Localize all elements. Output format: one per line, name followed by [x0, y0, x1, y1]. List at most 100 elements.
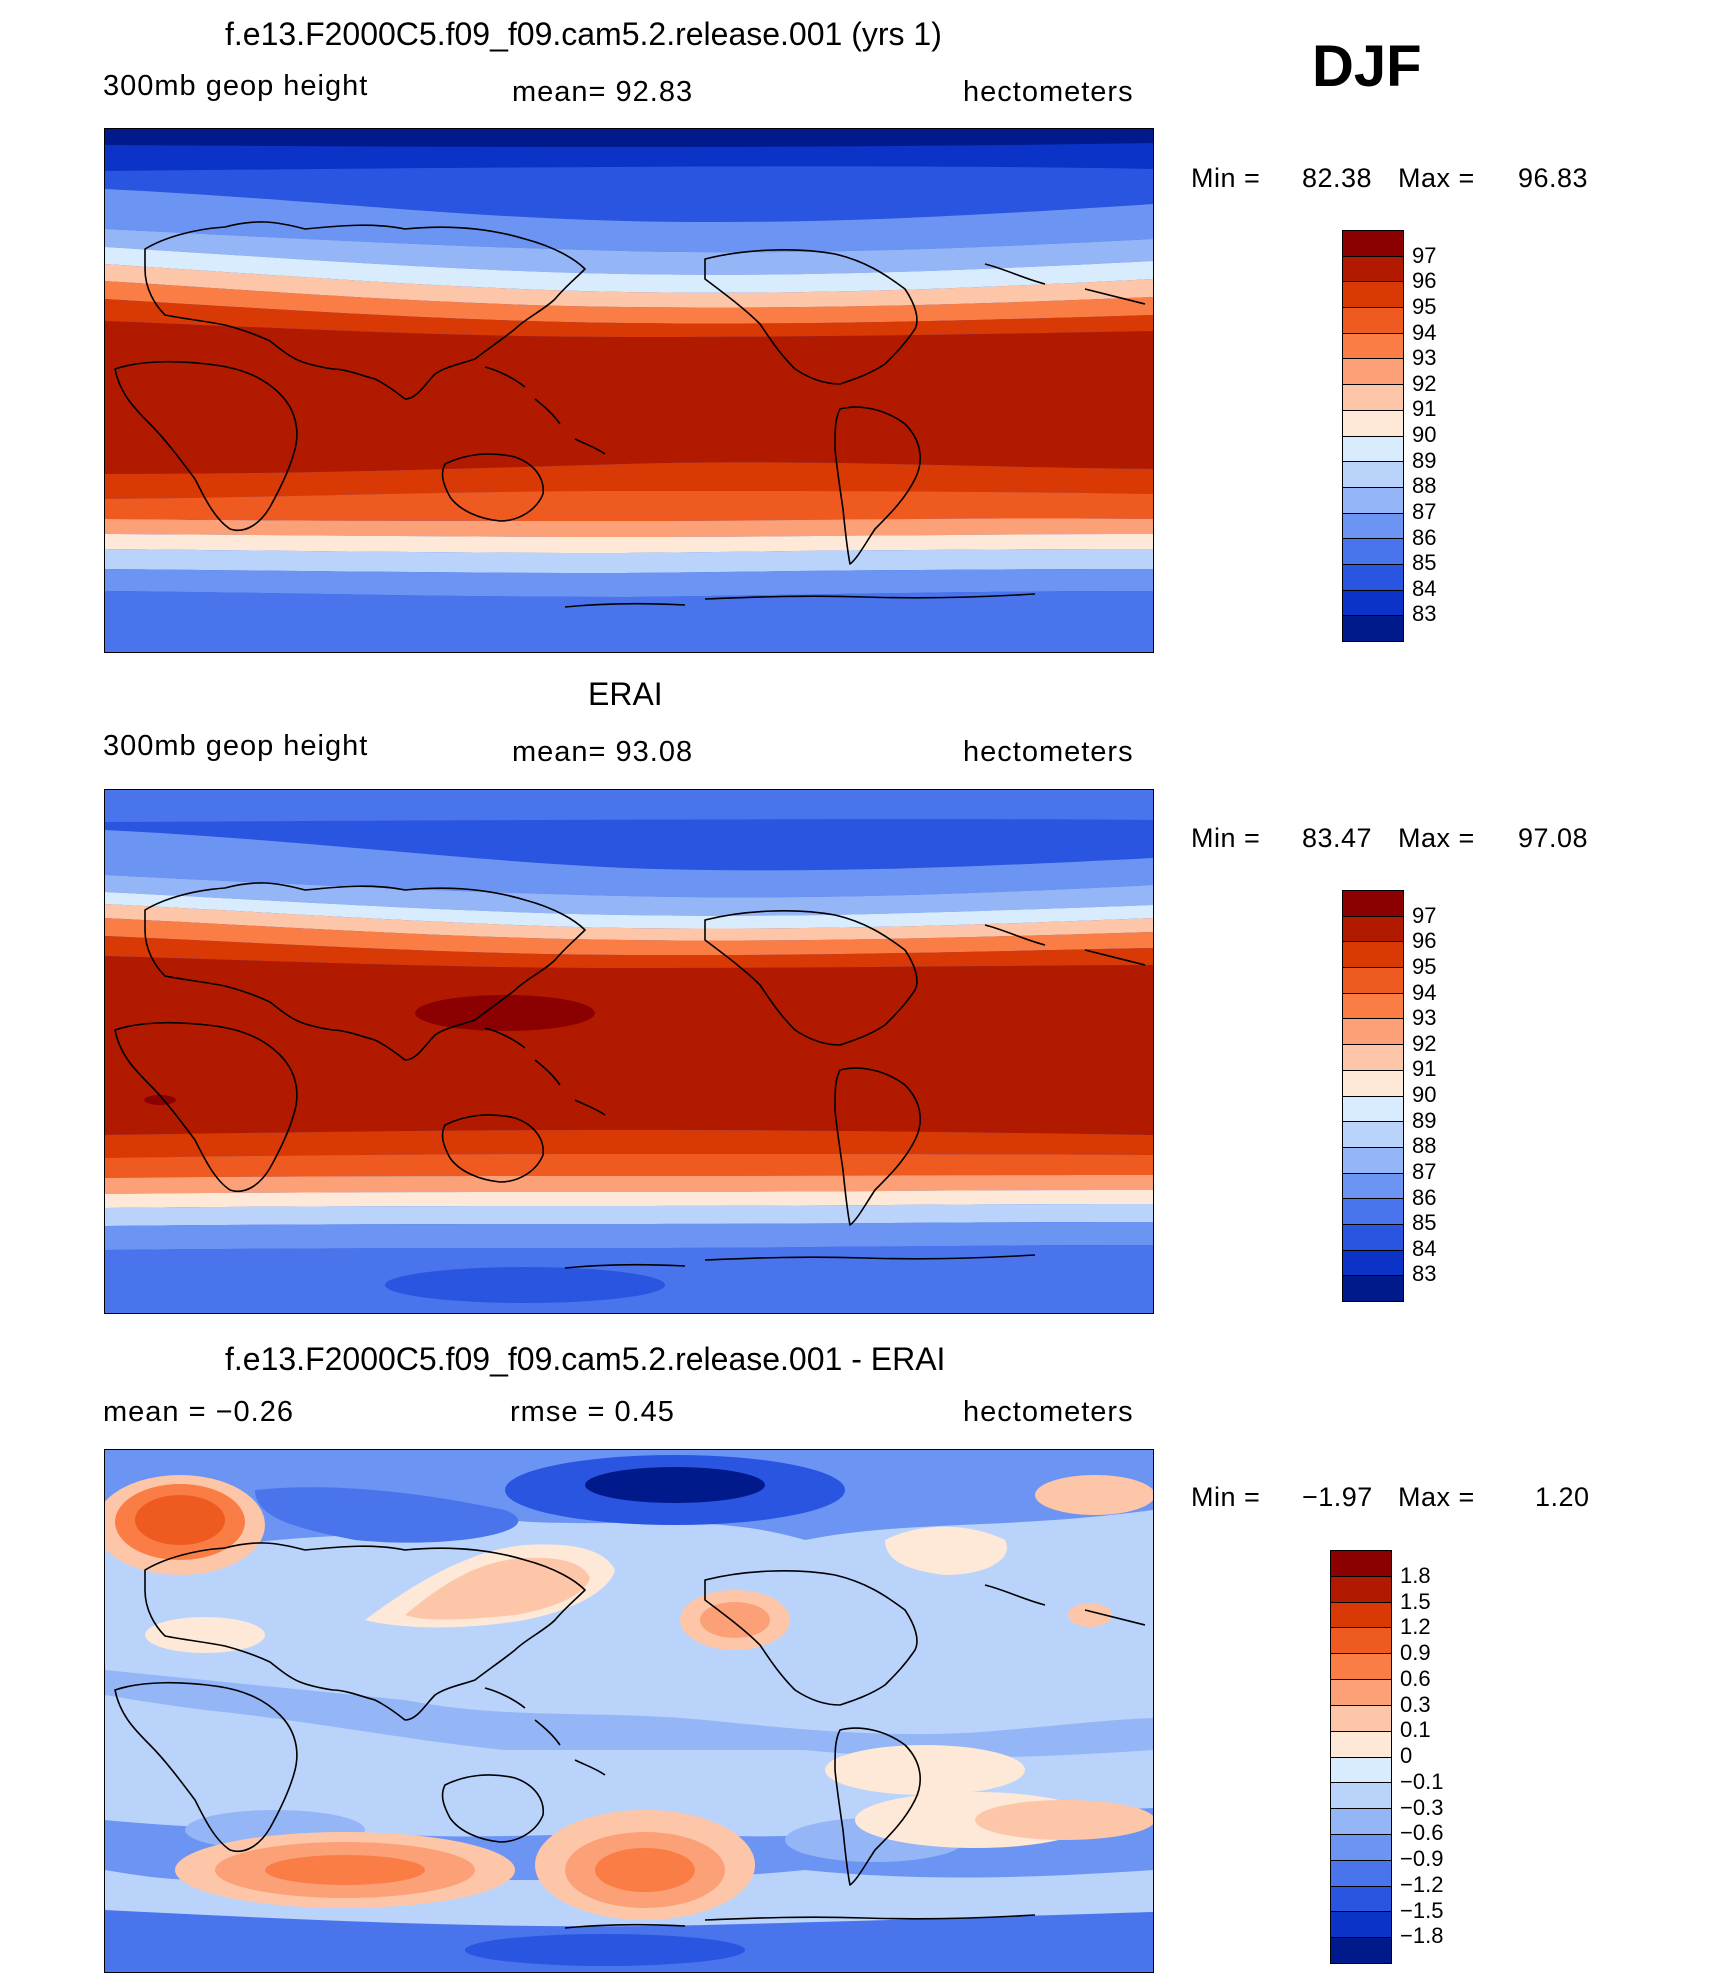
panel-obs-colorbar-swatch [1343, 1070, 1403, 1097]
panel-model-colorbar-label: 86 [1412, 524, 1437, 550]
panel-obs-colorbar-label: 89 [1412, 1107, 1437, 1133]
panel-model-coastlines [114, 221, 1146, 608]
panel-model-colorbar-swatch [1343, 564, 1403, 591]
panel-model-max-label: Max = [1398, 163, 1475, 193]
panel-diff-rmse-label: rmse = 0.45 [510, 1396, 675, 1428]
panel-diff-min-value: −1.97 [1302, 1482, 1373, 1512]
panel-obs-colorbar-swatch [1343, 1096, 1403, 1123]
panel-diff-colorbar-label: 1.5 [1400, 1588, 1431, 1614]
panel-obs-coastlines [114, 882, 1146, 1269]
panel-obs-contour-bands [105, 790, 1153, 1313]
panel-diff-coastlines [114, 1542, 1146, 1929]
panel-model-colorbar-label: 96 [1412, 268, 1437, 294]
panel-obs-colorbar-label: 83 [1412, 1261, 1437, 1287]
panel-model-colorbar-label: 93 [1412, 345, 1437, 371]
panel-diff-mean-label: mean = −0.26 [103, 1396, 294, 1428]
panel-model-colorbar-swatch [1343, 616, 1403, 641]
panel-model-colorbar-label: 94 [1412, 319, 1437, 345]
panel-model-colorbar-swatch [1343, 539, 1403, 565]
panel-diff-colorbar-label: −0.1 [1400, 1768, 1444, 1794]
panel-diff-colorbar-label: −1.2 [1400, 1871, 1444, 1897]
panel-model-colorbar-label: 83 [1412, 601, 1437, 627]
panel-diff-colorbar-swatch [1331, 1705, 1391, 1732]
season-label: DJF [1312, 34, 1422, 99]
panel-obs-colorbar-label: 96 [1412, 928, 1437, 954]
panel-obs-min-value: 83.47 [1302, 823, 1373, 853]
panel-model-colorbar-swatch [1343, 282, 1403, 309]
panel-diff-colorbar-label: −1.8 [1400, 1923, 1444, 1949]
panel-obs-colorbar-swatch [1343, 1250, 1403, 1277]
panel-diff-min-label: Min = [1191, 1482, 1261, 1512]
panel-obs-colorbar-label: 87 [1412, 1158, 1437, 1184]
panel-model-colorbar-swatch [1343, 308, 1403, 334]
panel-diff-max-value: 1.20 [1535, 1482, 1590, 1512]
panel-obs-variable-label: 300mb geop height [103, 730, 369, 762]
panel-diff-colorbar-label: 0.1 [1400, 1717, 1431, 1743]
panel-model-colorbar-label: 90 [1412, 422, 1437, 447]
panel-model-colorbar-label: 95 [1412, 293, 1437, 319]
panel-obs-colorbar [1342, 890, 1404, 1302]
panel-model-colorbar [1342, 230, 1404, 642]
panel-obs-colorbar-swatch [1343, 1045, 1403, 1071]
panel-model-max-value: 96.83 [1518, 163, 1589, 193]
panel-obs-colorbar-label: 91 [1412, 1056, 1437, 1082]
panel-diff-title: f.e13.F2000C5.f09_f09.cam5.2.release.001… [225, 1341, 946, 1377]
panel-obs-colorbar-label: 84 [1412, 1235, 1437, 1261]
panel-model-colorbar-swatch [1343, 590, 1403, 617]
panel-model-colorbar-swatch [1343, 385, 1403, 411]
panel-model-map [104, 128, 1154, 653]
panel-diff-colorbar-label: 1.8 [1400, 1562, 1431, 1588]
panel-diff-colorbar-swatch [1331, 1783, 1391, 1810]
panel-obs-min-label: Min = [1191, 823, 1261, 853]
panel-obs-max-label: Max = [1398, 823, 1475, 853]
panel-model-colorbar-label: 89 [1412, 447, 1437, 473]
panel-obs-colorbar-label: 92 [1412, 1030, 1437, 1056]
panel-model-colorbar-swatch [1343, 256, 1403, 283]
panel-obs-colorbar-swatch [1343, 1122, 1403, 1148]
panel-diff-colorbar-swatch [1331, 1912, 1391, 1939]
panel-diff-colorbar-swatch [1331, 1680, 1391, 1706]
panel-diff-colorbar-swatch [1331, 1654, 1391, 1681]
panel-obs-max-value: 97.08 [1518, 823, 1589, 853]
panel-diff-colorbar-swatch [1331, 1938, 1391, 1963]
panel-diff-colorbar-swatch [1331, 1628, 1391, 1655]
panel-diff-colorbar-label: −0.6 [1400, 1820, 1444, 1846]
panel-obs-colorbar-label: 85 [1412, 1210, 1437, 1236]
panel-obs-map [104, 789, 1154, 1314]
panel-model-mean-label: mean= 92.83 [512, 76, 694, 108]
panel-obs-colorbar-swatch [1343, 916, 1403, 943]
panel-obs-colorbar-label: 95 [1412, 953, 1437, 979]
panel-model-title: f.e13.F2000C5.f09_f09.cam5.2.release.001… [225, 16, 942, 52]
panel-model-contour-bands [105, 129, 1153, 652]
panel-diff-max-label: Max = [1398, 1482, 1475, 1512]
panel-diff-colorbar-swatch [1331, 1809, 1391, 1835]
panel-obs-colorbar-label: 90 [1412, 1082, 1437, 1107]
panel-obs-colorbar-label: 94 [1412, 979, 1437, 1005]
panel-model-colorbar-swatch [1343, 513, 1403, 540]
panel-diff-colorbar-label: 0.3 [1400, 1691, 1431, 1717]
panel-diff-colorbar-label: 0.6 [1400, 1665, 1431, 1691]
panel-model-colorbar-swatch [1343, 462, 1403, 488]
panel-diff-units-label: hectometers [963, 1396, 1134, 1428]
panel-model-colorbar-label: 84 [1412, 575, 1437, 601]
panel-model-colorbar-swatch [1343, 231, 1403, 257]
panel-model-colorbar-swatch [1343, 333, 1403, 360]
panel-diff-colorbar-label: 0 [1400, 1743, 1413, 1768]
panel-obs-colorbar-swatch [1343, 1173, 1403, 1200]
panel-obs-colorbar-swatch [1343, 1276, 1403, 1301]
panel-diff-colorbar [1330, 1550, 1392, 1964]
panel-obs-colorbar-label: 88 [1412, 1133, 1437, 1159]
panel-diff-colorbar-swatch [1331, 1731, 1391, 1758]
panel-model-colorbar-swatch [1343, 487, 1403, 514]
panel-model-colorbar-label: 92 [1412, 370, 1437, 396]
panel-obs-colorbar-label: 93 [1412, 1005, 1437, 1031]
panel-model-variable-label: 300mb geop height [103, 70, 369, 102]
panel-diff-colorbar-label: 0.9 [1400, 1640, 1431, 1665]
panel-model-colorbar-label: 85 [1412, 550, 1437, 576]
panel-obs-colorbar-swatch [1343, 1199, 1403, 1225]
panel-obs-colorbar-swatch [1343, 1224, 1403, 1251]
panel-obs-colorbar-label: 97 [1412, 902, 1437, 928]
panel-diff-colorbar-label: −0.3 [1400, 1794, 1444, 1820]
panel-obs-colorbar-swatch [1343, 968, 1403, 994]
panel-diff-map [104, 1449, 1154, 1973]
